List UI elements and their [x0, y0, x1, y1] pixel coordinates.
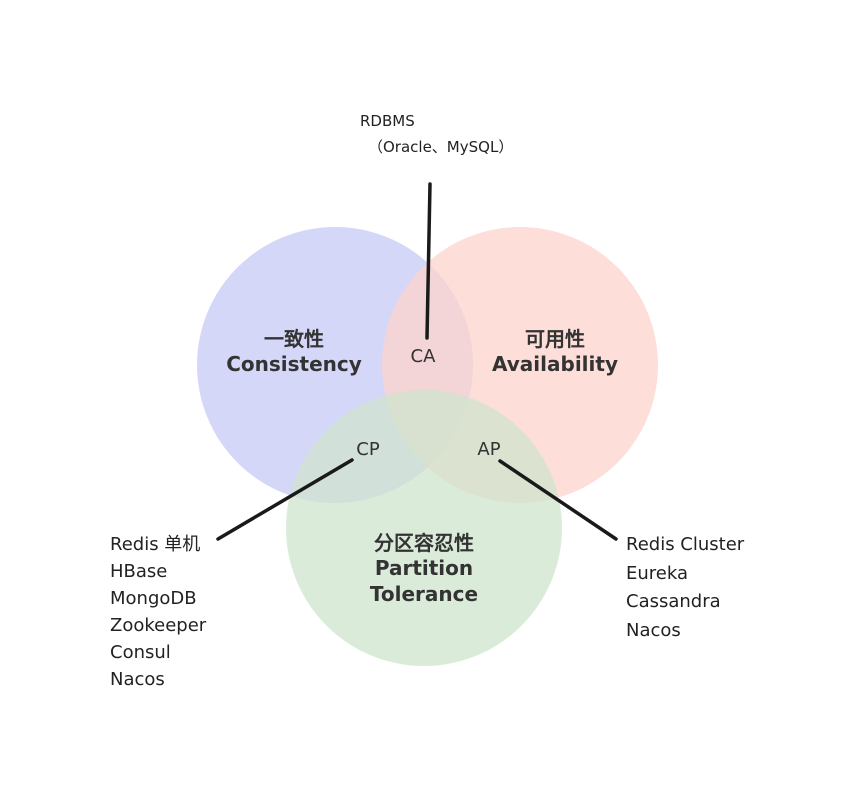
cp-system-item: Zookeeper — [110, 615, 207, 636]
consistency-label-cn: 一致性 — [264, 327, 324, 351]
ap-connector-line — [498, 459, 618, 541]
ap-systems-list: Redis Cluster Eureka Cassandra Nacos — [626, 531, 744, 645]
cp-system-item: HBase — [110, 561, 168, 582]
ap-system-item: Nacos — [626, 619, 681, 641]
cp-connector-line — [216, 458, 354, 541]
ap-system-item: Eureka — [626, 562, 688, 584]
ap-system-item: Redis Cluster — [626, 534, 745, 555]
region-labels: CA CP AP — [356, 346, 500, 460]
ca-system-item: RDBMS — [360, 112, 415, 130]
cp-region-label: CP — [356, 439, 380, 460]
venn-circles — [197, 227, 658, 666]
availability-label-cn: 可用性 — [525, 327, 585, 351]
ca-connector-line — [425, 182, 432, 340]
cp-system-item: MongoDB — [110, 588, 197, 609]
partition-label-en-1: Partition — [375, 556, 473, 580]
cp-systems-list: Redis 单机 HBase MongoDB Zookeeper Consul … — [110, 531, 206, 693]
availability-label-en: Availability — [492, 352, 618, 376]
circle-labels: 一致性 Consistency 可用性 Availability 分区容忍性 P… — [226, 327, 618, 606]
consistency-label-en: Consistency — [226, 352, 362, 376]
partition-label-en-2: Tolerance — [370, 582, 478, 606]
cp-system-item: Consul — [110, 642, 171, 663]
ca-region-label: CA — [411, 346, 437, 367]
partition-label-cn: 分区容忍性 — [374, 531, 474, 555]
ca-systems-list: RDBMS （Oracle、MySQL） — [360, 108, 513, 160]
cp-system-item: Redis 单机 — [110, 534, 201, 555]
ap-region-label: AP — [477, 439, 500, 460]
connector-lines — [216, 182, 618, 541]
partition-circle — [286, 390, 562, 666]
ap-system-item: Cassandra — [626, 591, 721, 612]
cp-system-item: Nacos — [110, 669, 165, 690]
ca-system-item: （Oracle、MySQL） — [368, 138, 514, 156]
